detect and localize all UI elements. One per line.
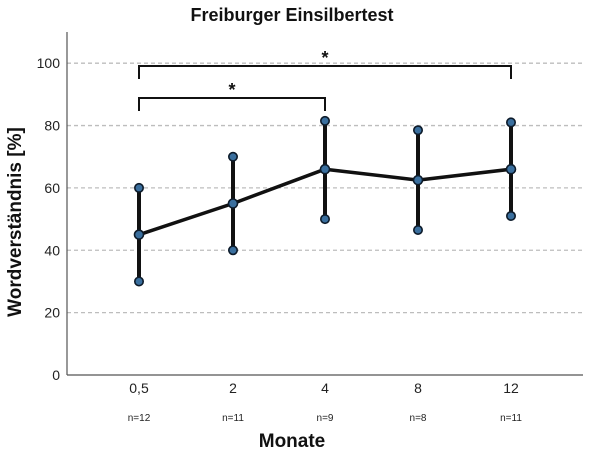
mean-point (133, 229, 145, 240)
data-series (133, 115, 517, 287)
error-cap-point (134, 276, 145, 287)
x-tick-label: 4 (321, 380, 329, 396)
significance-bracket (138, 97, 326, 111)
sample-size-label: n=11 (500, 413, 522, 424)
x-tick-label: 0,5 (129, 380, 149, 396)
x-tick-label: 12 (503, 380, 519, 396)
y-axis-label: Wordverständnis [%] (5, 127, 26, 317)
grid-lines (67, 62, 583, 314)
y-tick-label: 40 (44, 242, 60, 258)
mean-point (505, 163, 517, 175)
error-cap-point (319, 214, 330, 225)
error-cap-point (319, 115, 330, 126)
significance-annotations: ** (138, 48, 512, 111)
axes (66, 32, 583, 376)
error-cap-point (505, 210, 516, 221)
error-cap-point (412, 225, 423, 236)
sample-size-label: n=12 (128, 413, 151, 424)
sample-size-label: n=8 (410, 413, 427, 424)
error-cap-point (228, 245, 239, 256)
sample-size-label: n=11 (222, 413, 244, 424)
error-cap-point (228, 151, 239, 162)
error-cap-point (505, 117, 516, 128)
error-cap-point (134, 182, 145, 193)
significance-bracket (138, 65, 512, 79)
significance-star: * (228, 80, 235, 100)
y-tick-label: 60 (44, 180, 60, 196)
y-tick-label: 0 (52, 367, 60, 383)
significance-star: * (321, 48, 328, 68)
error-cap-point (412, 125, 423, 136)
x-tick-label: 2 (229, 380, 237, 396)
mean-point (227, 198, 239, 209)
x-tick-label: 8 (414, 380, 422, 396)
tick-labels: 0 20 40 60 80 100 0,5 n=12 2 n=11 4 n=9 8 n=8 12 n=11 (37, 55, 523, 424)
mean-point (319, 163, 331, 175)
y-tick-label: 20 (44, 305, 60, 321)
chart-title: Freiburger Einsilbertest (190, 5, 393, 25)
x-axis-label: Monate (259, 431, 326, 452)
y-tick-label: 100 (37, 55, 61, 71)
y-tick-label: 80 (44, 118, 60, 134)
mean-point (412, 174, 424, 186)
sample-size-label: n=9 (317, 413, 334, 424)
